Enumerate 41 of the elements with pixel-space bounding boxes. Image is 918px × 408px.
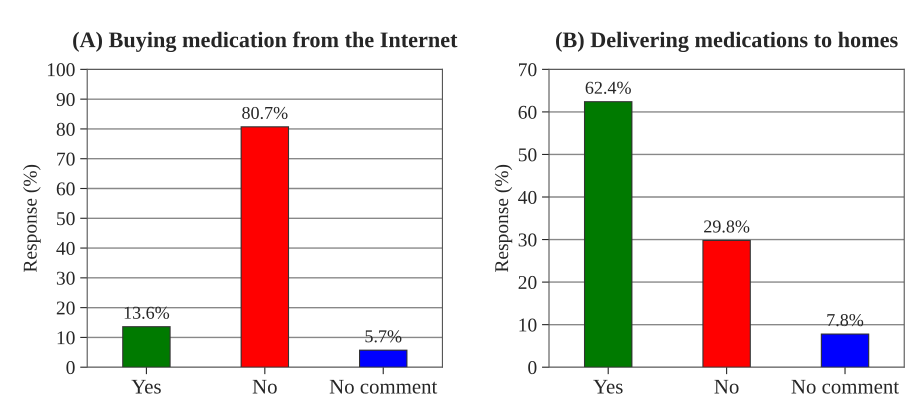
x-tick-label: Yes [131,380,161,394]
y-tick-label: 50 [57,212,75,226]
y-tick-label: 40 [56,242,75,255]
y-tick-label: 20 [518,276,536,290]
bar [240,126,290,368]
y-tick-label: 80 [56,122,75,136]
data-label: 29.8% [704,220,750,233]
y-tick-label: 0 [528,361,536,374]
y-tick-label: 90 [56,92,75,106]
data-label: 13.6% [124,306,170,319]
data-label: 7.8% [827,314,864,326]
data-label: 5.7% [365,330,402,342]
bar [702,240,751,368]
x-tick-label: No comment [330,380,438,394]
chart-title: (A) Buying medication from the Internet [73,31,458,52]
x-tick-label: No comment [792,380,899,394]
y-tick-label: 30 [518,233,536,246]
bar [122,326,171,368]
y-tick-label: 20 [56,301,75,315]
bar [584,101,632,368]
y-tick-label: 100 [48,63,75,76]
x-tick-label: Yes [593,380,623,394]
y-tick-label: 10 [519,318,536,332]
data-label: 62.4% [586,82,631,94]
y-tick-label: 0 [66,361,75,374]
bar [820,333,870,368]
data-label: 80.7% [242,106,288,120]
y-tick-label: 10 [58,331,75,344]
bar [358,350,408,368]
y-tick-label: 70 [57,152,75,166]
y-axis-title: Response (%) [23,164,41,272]
y-tick-label: 30 [56,272,75,285]
x-tick-label: No [714,380,739,394]
y-tick-label: 60 [56,182,75,196]
y-tick-label: 70 [519,63,536,76]
chart-title: (B) Delivering medications to homes [556,32,898,52]
y-tick-label: 60 [518,106,536,119]
x-tick-label: No [252,380,277,394]
y-tick-label: 40 [518,190,536,204]
y-tick-label: 50 [518,148,536,162]
y-axis-title: Response (%) [494,164,512,272]
